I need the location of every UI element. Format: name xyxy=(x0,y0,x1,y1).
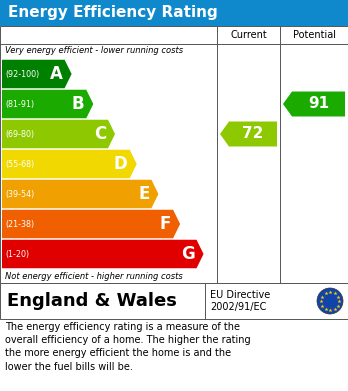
Text: (39-54): (39-54) xyxy=(5,190,34,199)
Polygon shape xyxy=(2,210,180,238)
Text: Not energy efficient - higher running costs: Not energy efficient - higher running co… xyxy=(5,272,183,281)
Text: EU Directive
2002/91/EC: EU Directive 2002/91/EC xyxy=(210,290,270,312)
Text: (21-38): (21-38) xyxy=(5,219,34,228)
Text: (81-91): (81-91) xyxy=(5,99,34,108)
Text: A: A xyxy=(50,65,63,83)
Polygon shape xyxy=(2,120,115,148)
Polygon shape xyxy=(2,150,137,178)
Polygon shape xyxy=(2,180,158,208)
Text: Energy Efficiency Rating: Energy Efficiency Rating xyxy=(8,5,218,20)
Text: B: B xyxy=(72,95,84,113)
Text: 91: 91 xyxy=(308,97,329,111)
Text: C: C xyxy=(94,125,106,143)
Text: Current: Current xyxy=(230,30,267,40)
Text: G: G xyxy=(181,245,195,263)
Text: The energy efficiency rating is a measure of the
overall efficiency of a home. T: The energy efficiency rating is a measur… xyxy=(5,322,251,371)
Text: Very energy efficient - lower running costs: Very energy efficient - lower running co… xyxy=(5,46,183,55)
Text: D: D xyxy=(114,155,128,173)
Text: Potential: Potential xyxy=(293,30,335,40)
Bar xyxy=(0,26,348,283)
Bar xyxy=(0,283,348,319)
Polygon shape xyxy=(2,90,93,118)
Text: (55-68): (55-68) xyxy=(5,160,34,169)
Text: (69-80): (69-80) xyxy=(5,129,34,138)
Text: (1-20): (1-20) xyxy=(5,249,29,258)
Text: 72: 72 xyxy=(242,127,264,142)
Polygon shape xyxy=(2,240,204,268)
Text: England & Wales: England & Wales xyxy=(7,292,177,310)
Polygon shape xyxy=(2,60,72,88)
Text: F: F xyxy=(160,215,171,233)
Bar xyxy=(0,0,348,26)
Polygon shape xyxy=(283,91,345,117)
Text: E: E xyxy=(138,185,149,203)
Text: (92-100): (92-100) xyxy=(5,70,39,79)
Circle shape xyxy=(317,288,343,314)
Polygon shape xyxy=(220,122,277,147)
